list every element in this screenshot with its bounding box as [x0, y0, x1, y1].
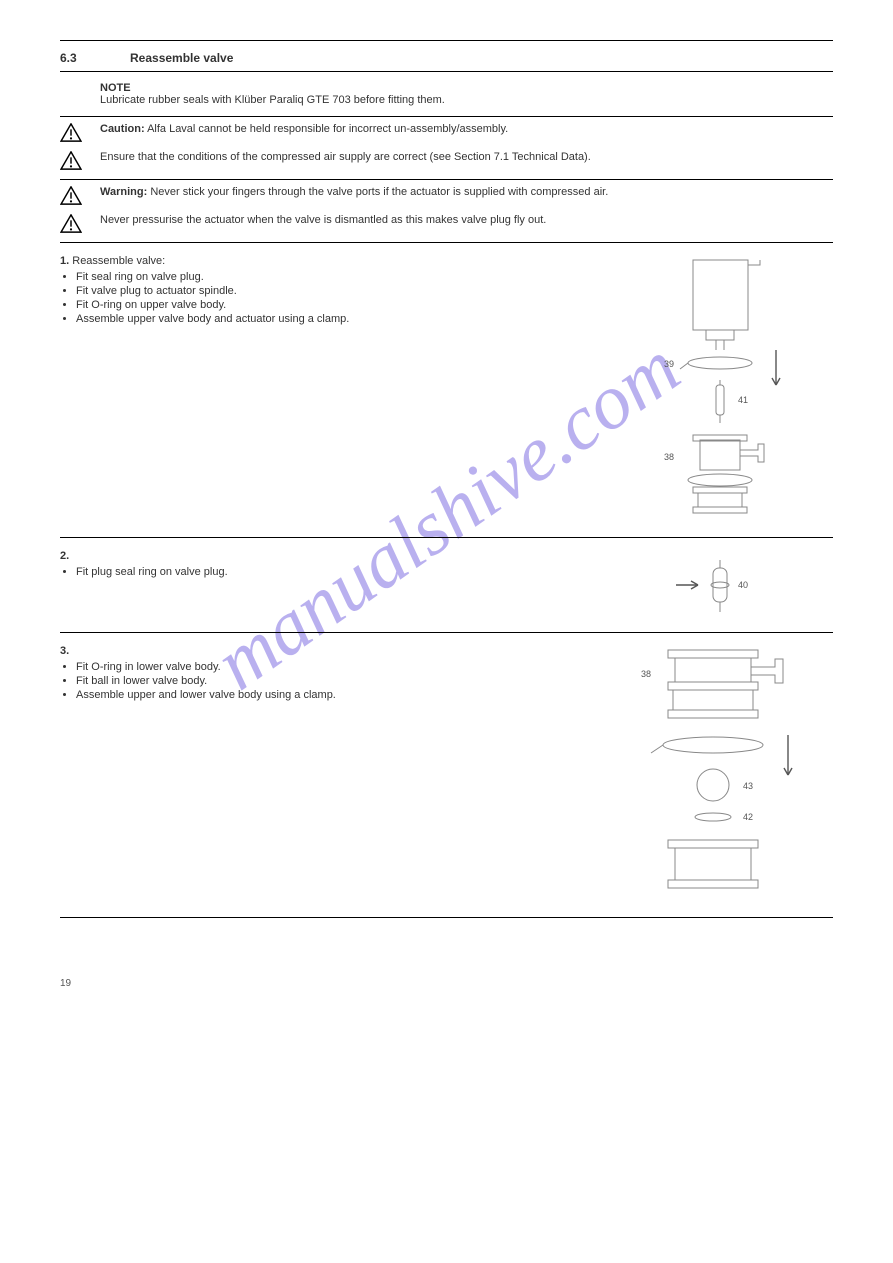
warning-icon: [60, 186, 82, 205]
divider: [60, 40, 833, 41]
caution-row: Ensure that the conditions of the compre…: [60, 151, 833, 173]
page-content: 6.3 Reassemble valve NOTE Lubricate rubb…: [60, 40, 833, 989]
caution-label: Caution:: [100, 123, 145, 135]
warning-label: Warning:: [100, 186, 147, 198]
step-3: 3. Fit O-ring in lower valve body. Fit b…: [60, 633, 833, 917]
step-1-diagram: 39 41 38: [638, 255, 808, 525]
part-label: 38: [641, 669, 651, 679]
step-list: Fit seal ring on valve plug. Fit valve p…: [60, 271, 593, 325]
warning-text: Never stick your fingers through the val…: [150, 186, 608, 198]
list-item: Assemble upper and lower valve body usin…: [76, 689, 593, 701]
list-item: Fit seal ring on valve plug.: [76, 271, 593, 283]
divider: [60, 116, 833, 117]
divider: [60, 917, 833, 918]
step-intro: Reassemble valve:: [72, 255, 165, 267]
warning-row: Warning: Never stick your fingers throug…: [60, 186, 833, 208]
divider: [60, 179, 833, 180]
step-number: 2.: [60, 550, 69, 562]
list-item: Fit O-ring on upper valve body.: [76, 299, 593, 311]
part-label: 38: [664, 452, 674, 462]
warning-row: Never pressurise the actuator when the v…: [60, 214, 833, 236]
step-number: 1.: [60, 255, 69, 267]
note-text: Lubricate rubber seals with Klüber Paral…: [100, 94, 445, 106]
part-label: 40: [738, 580, 748, 590]
list-item: Fit plug seal ring on valve plug.: [76, 566, 593, 578]
divider: [60, 71, 833, 72]
part-label: 42: [743, 812, 753, 822]
warning-icon: [60, 123, 82, 142]
caution-row: Caution: Alfa Laval cannot be held respo…: [60, 123, 833, 145]
warning-icon: [60, 151, 82, 170]
list-item: Fit ball in lower valve body.: [76, 675, 593, 687]
step-2: 2. Fit plug seal ring on valve plug. 40: [60, 538, 833, 632]
part-label: 39: [664, 359, 674, 369]
note-block: NOTE Lubricate rubber seals with Klüber …: [100, 82, 833, 106]
part-label: 43: [743, 781, 753, 791]
warning-text: Never pressurise the actuator when the v…: [100, 214, 546, 226]
step-list: Fit O-ring in lower valve body. Fit ball…: [60, 661, 593, 701]
step-3-diagram: 38 43 42: [623, 645, 823, 905]
step-1: 1. Reassemble valve: Fit seal ring on va…: [60, 243, 833, 537]
list-item: Fit valve plug to actuator spindle.: [76, 285, 593, 297]
section-number: 6.3: [60, 51, 90, 65]
list-item: Fit O-ring in lower valve body.: [76, 661, 593, 673]
section-title: Reassemble valve: [130, 51, 233, 65]
section-header: 6.3 Reassemble valve: [60, 51, 833, 65]
step-2-diagram: 40: [638, 550, 808, 620]
page-number: 19: [60, 978, 833, 989]
step-list: Fit plug seal ring on valve plug.: [60, 566, 593, 578]
warning-icon: [60, 214, 82, 233]
part-label: 41: [738, 395, 748, 405]
caution-text: Ensure that the conditions of the compre…: [100, 151, 591, 163]
step-number: 3.: [60, 645, 69, 657]
caution-text: Alfa Laval cannot be held responsible fo…: [147, 123, 508, 135]
note-label: NOTE: [100, 82, 131, 94]
list-item: Assemble upper valve body and actuator u…: [76, 313, 593, 325]
